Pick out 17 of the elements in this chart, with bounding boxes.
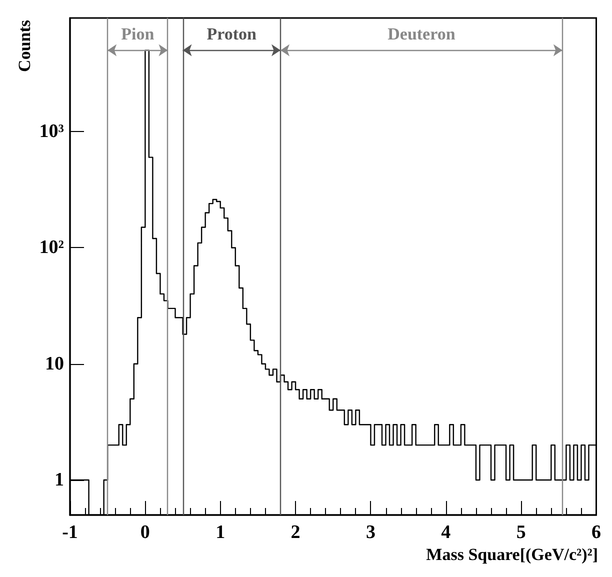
y-tick-label: 10 <box>45 353 64 374</box>
x-tick-label: 2 <box>290 522 300 543</box>
annotation: Proton <box>206 24 258 44</box>
y-tick-label: 10³ <box>39 121 64 142</box>
x-tick-label: 5 <box>516 522 526 543</box>
annotation: Pion <box>121 24 155 44</box>
x-tick-label: 3 <box>366 522 376 543</box>
y-tick-label: 10² <box>39 237 64 258</box>
annotation: Deuteron <box>388 24 456 44</box>
x-tick-label: 1 <box>216 522 226 543</box>
x-tick-label: 4 <box>441 522 452 543</box>
y-axis-title: Counts <box>15 20 34 72</box>
y-tick-label: 1 <box>54 470 64 491</box>
x-tick-label: 0 <box>140 522 150 543</box>
x-axis-title: Mass Square[(GeV/c²)²] <box>426 545 598 564</box>
x-tick-label: 6 <box>592 522 601 543</box>
x-tick-label: -1 <box>62 522 78 543</box>
